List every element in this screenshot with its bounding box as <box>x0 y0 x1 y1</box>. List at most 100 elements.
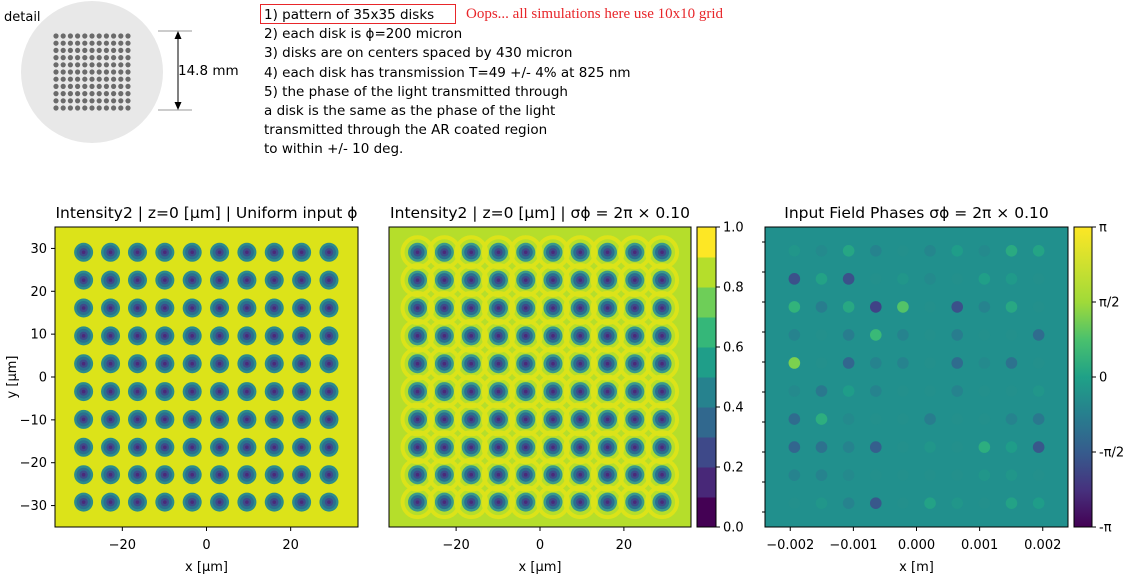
disk-center <box>163 500 167 504</box>
detail-dot <box>111 33 117 39</box>
detail-dot <box>60 105 66 111</box>
disk-center <box>108 500 113 504</box>
disk-center <box>327 334 331 338</box>
disk-center <box>496 417 501 422</box>
disk-center <box>135 334 140 338</box>
interference-ring <box>508 374 543 409</box>
interference-ring <box>645 430 680 465</box>
phase-disk <box>897 497 909 509</box>
disk-center <box>108 472 113 477</box>
disk-center <box>632 306 637 310</box>
phase-disk <box>951 357 964 369</box>
detail-dot <box>75 40 81 46</box>
detail-dot <box>103 69 109 75</box>
phase-disk <box>978 469 991 481</box>
disk-center <box>327 389 331 394</box>
phase-disk <box>1005 413 1018 425</box>
phase-disk <box>842 441 855 453</box>
plot-area <box>389 227 691 527</box>
colorbar-tick-label: 1.0 <box>723 221 744 236</box>
disk-center <box>272 472 277 477</box>
disk-center <box>135 361 140 366</box>
detail-dot <box>53 98 59 104</box>
detail-dot <box>67 33 73 39</box>
disk-center <box>163 472 167 477</box>
phase-disk <box>788 497 801 509</box>
interference-ring <box>645 291 680 325</box>
disk-center <box>578 278 583 282</box>
detail-diagram: 14.8 mm <box>21 1 239 143</box>
disk-center <box>469 445 474 450</box>
disk-center <box>135 500 140 504</box>
x-tick-label: 20 <box>282 538 299 553</box>
phase-disk <box>978 273 991 285</box>
detail-dot <box>75 55 81 61</box>
disk-center <box>442 500 447 504</box>
chart-title: Intensity2 | z=0 [μm] | σϕ = 2π × 0.10 <box>390 204 690 222</box>
interference-ring <box>563 485 598 520</box>
spec-item: 2) each disk is ϕ=200 micron <box>264 26 463 43</box>
detail-dot <box>111 40 117 46</box>
interference-ring <box>481 346 516 381</box>
disk-center <box>469 417 474 422</box>
disk-center <box>496 472 501 477</box>
detail-dot <box>82 62 88 68</box>
detail-dot <box>82 83 88 89</box>
disk-center <box>217 306 222 310</box>
interference-ring <box>645 346 680 381</box>
detail-dot <box>89 47 95 54</box>
phase-disk <box>924 441 936 453</box>
disk-center <box>551 389 555 394</box>
disk-center <box>135 472 140 477</box>
y-tick-label: 30 <box>30 242 47 257</box>
chart-title: Intensity2 | z=0 [μm] | Uniform input ϕ <box>55 204 357 222</box>
detail-dot <box>67 98 73 104</box>
phase-disk <box>1005 497 1018 509</box>
interference-ring <box>617 263 652 298</box>
disk-center <box>272 250 277 255</box>
disk-center <box>245 361 249 366</box>
disk-center <box>217 389 222 394</box>
interference-ring <box>508 402 543 437</box>
disk-center <box>551 334 555 338</box>
disk-center <box>327 361 331 366</box>
x-tick-label: 0.000 <box>898 538 935 553</box>
interference-ring <box>590 346 625 381</box>
disk-center <box>245 417 249 422</box>
phase-disk <box>1032 469 1045 481</box>
x-tick-label: 0 <box>536 538 544 553</box>
disk-center <box>217 500 222 504</box>
disk-center <box>245 250 249 255</box>
interference-ring <box>563 457 598 492</box>
detail-dot <box>118 40 124 46</box>
disk-center <box>551 500 555 504</box>
dimension-label: 14.8 mm <box>178 63 239 79</box>
disk-center <box>299 278 304 282</box>
detail-dot <box>125 83 131 89</box>
interference-ring <box>563 374 598 409</box>
detail-dot <box>125 55 131 61</box>
phase-disk <box>924 385 936 397</box>
disk-center <box>415 417 420 422</box>
dimension-arrow-up <box>174 31 182 39</box>
disk-center <box>163 250 167 255</box>
disk-center <box>632 389 637 394</box>
disk-center <box>660 500 664 504</box>
phase-disk <box>1005 385 1018 397</box>
phase-disk <box>815 357 828 369</box>
phase-disk <box>978 441 991 453</box>
interference-ring <box>427 457 462 492</box>
disk-center <box>496 445 501 450</box>
interference-ring <box>563 402 598 437</box>
detail-dot <box>111 69 117 75</box>
disk-center <box>660 389 664 394</box>
disk-center <box>299 389 304 394</box>
interference-ring <box>617 402 652 437</box>
detail-dot <box>60 76 66 82</box>
disk-center <box>442 250 447 255</box>
detail-dot <box>89 76 95 82</box>
disk-center <box>81 472 86 477</box>
phase-disk <box>897 245 909 257</box>
spec-item: to within +/- 10 deg. <box>264 141 404 158</box>
disk-center <box>299 361 304 366</box>
